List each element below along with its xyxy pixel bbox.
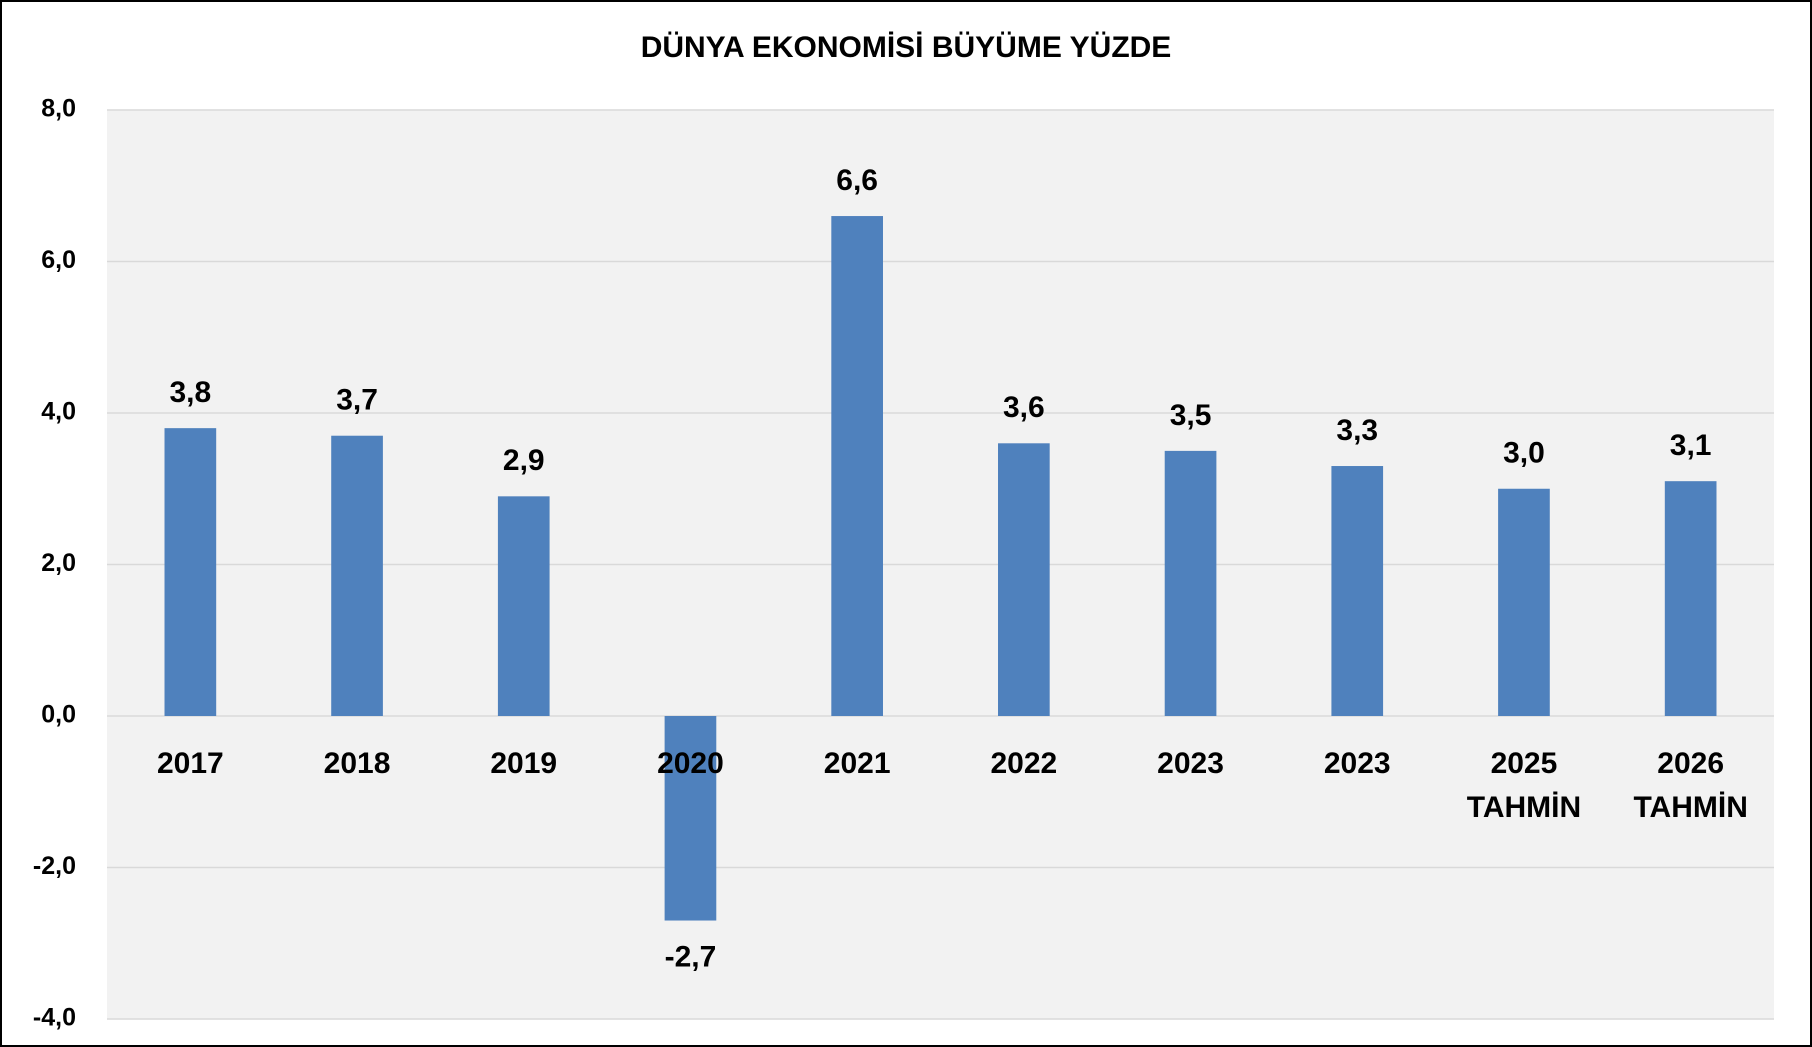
y-tick-label: 0,0	[41, 701, 76, 729]
y-tick-label: 8,0	[41, 95, 76, 123]
bar	[998, 443, 1050, 716]
value-label: 3,6	[1003, 391, 1045, 424]
value-label: 6,6	[836, 164, 878, 197]
bar	[164, 428, 217, 716]
bar	[497, 496, 550, 716]
bar	[1331, 466, 1384, 716]
value-label: 2,9	[503, 444, 545, 477]
value-label: 3,3	[1336, 414, 1378, 447]
value-label: 3,7	[336, 384, 378, 417]
y-tick-label: -4,0	[33, 1004, 76, 1032]
x-tick-label: 2023	[1324, 747, 1391, 780]
bar	[1664, 481, 1717, 716]
bar	[664, 716, 717, 921]
value-label: 3,1	[1670, 429, 1712, 462]
x-tick-label: 2022	[990, 747, 1057, 780]
x-tick-label: 2018	[324, 747, 391, 780]
bar	[331, 435, 383, 716]
value-label: 3,5	[1170, 399, 1212, 432]
x-tick-label: 2025 TAHMİN	[1467, 747, 1581, 824]
x-tick-label: 2023	[1157, 747, 1224, 780]
value-label: 3,0	[1503, 437, 1545, 470]
x-tick-label: 2017	[157, 747, 224, 780]
value-label: -2,7	[665, 940, 717, 973]
y-tick-label: 4,0	[41, 398, 76, 426]
y-tick-label: 6,0	[41, 246, 76, 274]
value-label: 3,8	[169, 376, 211, 409]
chart-title: DÜNYA EKONOMİSİ BÜYÜME YÜZDE	[641, 31, 1172, 64]
x-tick-label: 2020	[657, 747, 724, 780]
x-tick-label: 2026 TAHMİN	[1633, 747, 1747, 824]
bar	[831, 216, 883, 717]
x-tick-label: 2021	[824, 747, 891, 780]
bar	[1164, 450, 1217, 716]
bar	[1498, 488, 1550, 716]
y-tick-label: -2,0	[33, 852, 76, 880]
x-tick-label: 2019	[490, 747, 557, 780]
y-tick-label: 2,0	[41, 549, 76, 577]
